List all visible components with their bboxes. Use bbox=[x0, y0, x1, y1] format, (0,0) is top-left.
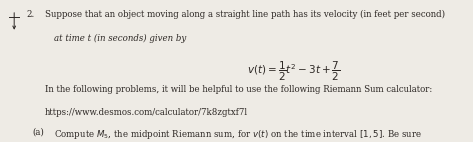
Text: Compute $M_5$, the midpoint Riemann sum, for $v(t)$ on the time interval $[1,5]$: Compute $M_5$, the midpoint Riemann sum,… bbox=[54, 128, 422, 141]
Text: (a): (a) bbox=[32, 128, 44, 137]
Text: $v(t) = \dfrac{1}{2}t^2 - 3t + \dfrac{7}{2}$: $v(t) = \dfrac{1}{2}t^2 - 3t + \dfrac{7}… bbox=[246, 60, 340, 83]
Text: In the following problems, it will be helpful to use the following Riemann Sum c: In the following problems, it will be he… bbox=[45, 85, 432, 94]
Text: 2.: 2. bbox=[26, 10, 34, 19]
Text: https://www.desmos.com/calculator/7k8zgtxf7l: https://www.desmos.com/calculator/7k8zgt… bbox=[45, 108, 248, 117]
Text: Suppose that an object moving along a straight line path has its velocity (in fe: Suppose that an object moving along a st… bbox=[45, 10, 445, 19]
Text: at time t (in seconds) given by: at time t (in seconds) given by bbox=[54, 34, 187, 43]
